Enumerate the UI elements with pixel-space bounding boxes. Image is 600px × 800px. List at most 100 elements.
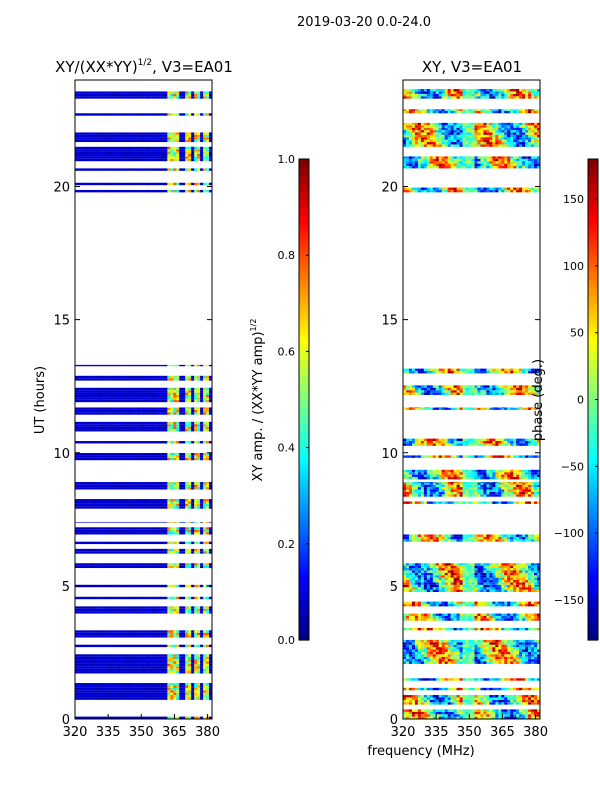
heatmap-cell — [170, 182, 174, 186]
heatmap-cell — [537, 702, 541, 705]
colorbar-step — [299, 511, 309, 517]
heatmap-cell — [170, 397, 174, 400]
heatmap-cell — [155, 91, 159, 94]
heatmap-cell — [92, 484, 97, 488]
heatmap-cell — [173, 455, 177, 458]
heatmap-cell — [200, 551, 204, 554]
heatmap-cell — [122, 156, 127, 159]
heatmap-cell — [513, 615, 517, 619]
heatmap-cell — [80, 134, 85, 138]
heatmap-cell — [474, 709, 478, 712]
heatmap-cell — [176, 375, 180, 379]
heatmap-cell — [131, 506, 135, 509]
heatmap-cell — [158, 654, 162, 657]
heatmap-cell — [197, 453, 201, 456]
heatmap-cell — [104, 659, 109, 662]
heatmap-cell — [75, 189, 79, 193]
heatmap-cell — [203, 584, 207, 588]
heatmap-cell — [146, 687, 150, 691]
heatmap-cell — [125, 484, 130, 488]
colorbar-step — [299, 495, 309, 501]
colorbar-step — [299, 459, 309, 465]
heatmap-cell — [137, 671, 141, 674]
heatmap-cell — [86, 635, 91, 638]
heatmap-cell — [119, 364, 124, 367]
heatmap-cell — [83, 563, 88, 566]
heatmap-cell — [110, 394, 115, 398]
heatmap-cell — [486, 711, 490, 715]
heatmap-cell — [95, 113, 100, 116]
heatmap-cell — [185, 424, 189, 427]
heatmap-cell — [176, 608, 180, 612]
heatmap-cell — [513, 656, 517, 660]
heatmap-cell — [125, 656, 130, 660]
heatmap-cell — [188, 189, 192, 193]
heatmap-cell — [140, 529, 144, 533]
heatmap-cell — [161, 635, 165, 638]
heatmap-cell — [122, 692, 127, 696]
heatmap-cell — [405, 615, 410, 619]
heatmap-cell — [438, 647, 443, 650]
heatmap-cell — [531, 656, 535, 660]
heatmap-cell — [128, 565, 132, 569]
heatmap-cell — [191, 168, 195, 171]
heatmap-cell — [182, 409, 186, 413]
heatmap-cell — [95, 606, 100, 609]
heatmap-cell — [161, 690, 165, 693]
heatmap-cell — [152, 134, 156, 138]
heatmap-cell — [80, 685, 85, 688]
heatmap-cell — [525, 613, 529, 616]
colorbar-step — [299, 283, 309, 288]
heatmap-cell — [480, 613, 484, 616]
heatmap-cell — [423, 661, 428, 664]
heatmap-cell — [450, 702, 455, 705]
heatmap-cell — [432, 699, 437, 703]
heatmap-cell — [191, 407, 195, 410]
heatmap-cell — [441, 656, 446, 660]
heatmap-cell — [179, 421, 183, 425]
heatmap-cell — [116, 551, 121, 554]
heatmap-cell — [101, 146, 106, 150]
heatmap-cell — [528, 647, 532, 650]
heatmap-cell — [122, 611, 127, 614]
heatmap-cell — [95, 394, 100, 398]
heatmap-cell — [206, 156, 210, 159]
heatmap-cell — [164, 529, 168, 533]
heatmap-cell — [176, 113, 180, 116]
heatmap-cell — [417, 651, 422, 655]
heatmap-cell — [498, 615, 502, 619]
heatmap-cell — [203, 426, 207, 430]
heatmap-cell — [414, 716, 419, 719]
heatmap-cell — [403, 714, 407, 717]
heatmap-cell — [188, 683, 192, 686]
heatmap-cell — [456, 642, 460, 645]
heatmap-cell — [149, 137, 153, 140]
heatmap-cell — [534, 697, 538, 700]
heatmap-cell — [203, 611, 207, 614]
heatmap-cell — [486, 603, 490, 607]
heatmap-cell — [146, 139, 150, 143]
heatmap-cell — [146, 364, 150, 367]
heatmap-cell — [149, 453, 153, 456]
heatmap-cell — [495, 702, 499, 705]
heatmap-cell — [173, 527, 177, 530]
heatmap-cell — [489, 613, 493, 616]
heatmap-cell — [167, 407, 171, 409]
heatmap-cell — [75, 501, 79, 504]
heatmap-cell — [471, 695, 475, 698]
heatmap-cell — [128, 392, 132, 395]
heatmap-cell — [83, 565, 88, 569]
heatmap-cell — [209, 663, 213, 667]
heatmap-cell — [146, 541, 150, 545]
heatmap-cell — [173, 611, 177, 614]
heatmap-cell — [83, 154, 88, 157]
heatmap-cell — [194, 541, 198, 545]
heatmap-cell — [125, 687, 130, 691]
heatmap-cell — [516, 716, 520, 719]
heatmap-cell — [110, 635, 115, 638]
heatmap-cell — [510, 714, 514, 717]
colorbar-step — [299, 203, 309, 208]
heatmap-cell — [459, 618, 463, 621]
heatmap-cell — [134, 695, 138, 698]
heatmap-cell — [80, 96, 85, 99]
